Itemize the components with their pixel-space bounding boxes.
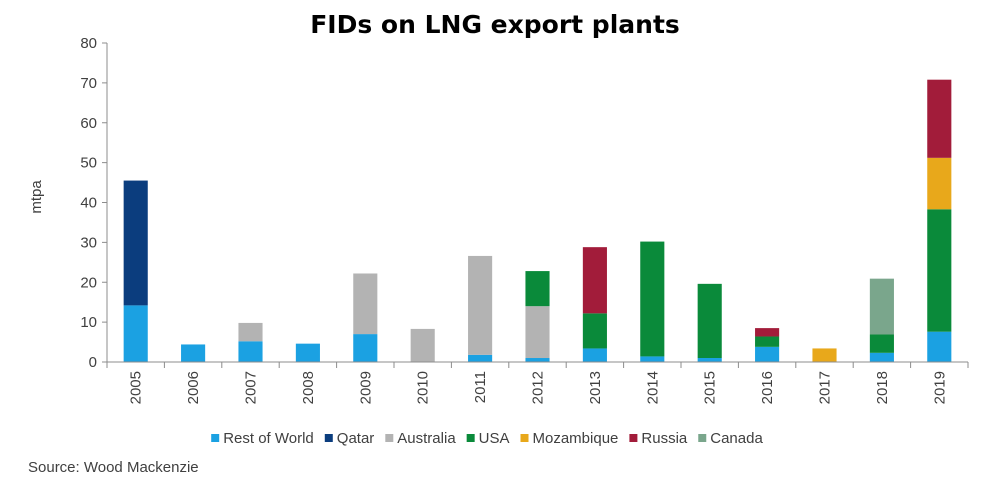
- legend-swatch-rest-of-world: [211, 434, 220, 442]
- y-tick-label: 70: [80, 75, 97, 92]
- y-tick-label: 20: [80, 274, 97, 291]
- x-tick-label: 2008: [300, 371, 317, 404]
- x-tick-label: 2005: [128, 371, 145, 404]
- legend-swatch-usa: [466, 434, 475, 442]
- bar-segment-australia-2009: [353, 273, 378, 335]
- bar-segment-russia-2016: [755, 328, 780, 337]
- legend-label-russia: Russia: [641, 430, 688, 447]
- legend-swatch-canada: [698, 434, 707, 442]
- bar-segment-rest-of-world-2019: [927, 331, 952, 362]
- bar-segment-qatar-2005: [123, 180, 148, 306]
- bar-segment-usa-2019: [927, 209, 952, 332]
- bar-segment-rest-of-world-2006: [181, 344, 206, 362]
- bar-segment-rest-of-world-2015: [697, 358, 722, 362]
- bar-segment-usa-2015: [697, 283, 722, 359]
- legend-label-usa: USA: [479, 430, 510, 447]
- bar-segment-russia-2013: [582, 247, 607, 314]
- x-tick-label: 2015: [702, 371, 719, 404]
- x-tick-label: 2012: [530, 371, 547, 404]
- x-tick-label: 2011: [472, 371, 489, 403]
- bar-segment-mozambique-2019: [927, 157, 952, 210]
- bar-segment-australia-2010: [410, 328, 435, 362]
- legend-label-australia: Australia: [397, 430, 456, 447]
- bar-segment-usa-2013: [582, 313, 607, 349]
- bar-segment-australia-2011: [468, 255, 493, 355]
- x-tick-label: 2006: [185, 371, 202, 404]
- legend-label-qatar: Qatar: [337, 430, 375, 447]
- bar-segment-usa-2016: [755, 336, 780, 347]
- x-tick-label: 2014: [644, 371, 661, 404]
- y-tick-label: 80: [80, 35, 97, 52]
- y-tick-label: 0: [89, 354, 97, 371]
- legend-swatch-australia: [385, 434, 394, 442]
- y-tick-label: 10: [80, 314, 97, 331]
- bar-segment-usa-2012: [525, 271, 550, 307]
- x-tick-label: 2016: [759, 371, 776, 404]
- legend-label-mozambique: Mozambique: [533, 430, 619, 447]
- bar-segment-rest-of-world-2012: [525, 358, 550, 362]
- y-tick-label: 40: [80, 195, 97, 212]
- bar-segment-rest-of-world-2009: [353, 334, 378, 362]
- x-tick-label: 2009: [357, 371, 374, 404]
- bar-segment-russia-2019: [927, 79, 952, 158]
- legend-swatch-russia: [629, 434, 638, 442]
- x-tick-label: 2017: [817, 371, 834, 404]
- x-tick-label: 2018: [874, 371, 891, 404]
- bar-segment-canada-2018: [869, 278, 894, 335]
- bar-segment-australia-2007: [238, 322, 263, 342]
- bar-segment-rest-of-world-2007: [238, 341, 263, 362]
- x-tick-label: 2007: [243, 371, 260, 404]
- bar-segment-rest-of-world-2014: [640, 356, 665, 362]
- bar-segment-mozambique-2017: [812, 348, 837, 362]
- x-tick-label: 2013: [587, 371, 604, 404]
- y-tick-label: 60: [80, 115, 97, 132]
- bar-segment-rest-of-world-2011: [468, 354, 493, 362]
- x-tick-label: 2019: [931, 371, 948, 404]
- bar-segment-rest-of-world-2005: [123, 305, 148, 362]
- source-note: Source: Wood Mackenzie: [28, 459, 199, 476]
- legend-label-canada: Canada: [710, 430, 763, 447]
- chart-title: FIDs on LNG export plants: [310, 10, 680, 39]
- bar-segment-usa-2018: [869, 334, 894, 353]
- bar-segment-rest-of-world-2016: [755, 346, 780, 362]
- y-axis-label: mtpa: [28, 180, 45, 214]
- x-tick-label: 2010: [415, 371, 432, 404]
- bar-segment-rest-of-world-2008: [295, 343, 320, 362]
- bar-segment-rest-of-world-2018: [869, 352, 894, 362]
- bar-segment-australia-2012: [525, 306, 550, 359]
- bar-segment-rest-of-world-2013: [582, 348, 607, 362]
- y-tick-label: 50: [80, 155, 97, 172]
- legend-label-rest-of-world: Rest of World: [223, 430, 314, 447]
- bar-segment-usa-2014: [640, 241, 665, 357]
- legend-swatch-mozambique: [520, 434, 529, 442]
- y-tick-label: 30: [80, 234, 97, 251]
- legend-swatch-qatar: [324, 434, 333, 442]
